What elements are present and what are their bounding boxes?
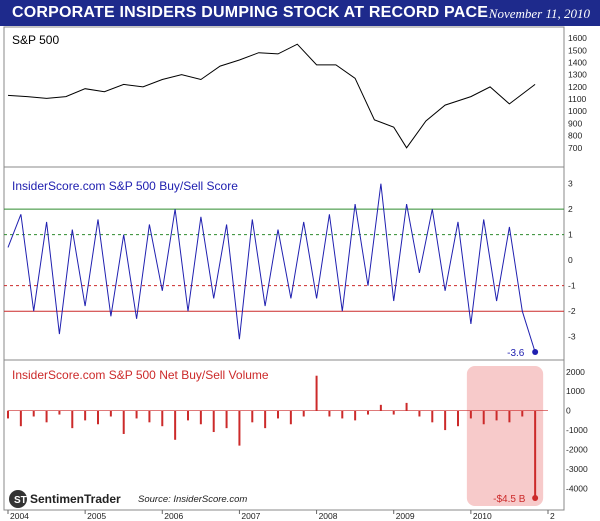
volume-bar [495, 410, 498, 421]
volume-bar [45, 410, 48, 423]
x-axis-label: 2010 [473, 511, 492, 521]
volume-endpoint [532, 495, 539, 502]
score-ytick: 0 [568, 255, 573, 265]
sp500-ytick: 700 [568, 143, 582, 153]
volume-bar [405, 402, 408, 411]
volume-bar [354, 410, 357, 421]
volume-bar [277, 410, 279, 419]
volume-bar [212, 410, 215, 433]
volume-bar [469, 410, 472, 419]
volume-ytick: -1000 [566, 425, 588, 435]
sp500-panel [3, 26, 565, 168]
x-axis-label: 2 [550, 511, 555, 521]
volume-bar [84, 410, 87, 421]
volume-highlight [466, 366, 544, 506]
logo-mark [9, 490, 27, 508]
svg-text:ST: ST [14, 495, 27, 506]
volume-ytick: 2000 [566, 367, 585, 377]
volume-bar [431, 410, 434, 423]
sp500-ytick: 1200 [568, 82, 587, 92]
score-ytick: -1 [568, 281, 576, 291]
volume-bar [187, 410, 189, 421]
volume-ytick: 0 [566, 406, 571, 416]
volume-bar [302, 410, 305, 417]
volume-bar [148, 410, 151, 423]
x-axis-label: 2006 [164, 511, 183, 521]
volume-bar [161, 410, 164, 427]
score-ytick: 3 [568, 179, 573, 189]
score-title: InsiderScore.com S&P 500 Buy/Sell Score [12, 179, 238, 193]
score-ytick: -3 [568, 332, 576, 342]
volume-bar [328, 410, 331, 417]
volume-bar [289, 410, 292, 425]
score-ytick: 2 [568, 204, 573, 214]
sp500-ytick: 1500 [568, 45, 587, 55]
sentimentrader-logo: ST SentimenTrader [9, 490, 121, 508]
volume-bar [508, 410, 511, 423]
x-axis-label: 2009 [396, 511, 415, 521]
volume-bar [19, 410, 22, 427]
volume-bar [225, 410, 228, 429]
volume-ytick: -2000 [566, 445, 588, 455]
source-text: Source: InsiderScore.com [138, 494, 247, 505]
volume-bar [122, 410, 125, 434]
sp500-line [7, 43, 536, 149]
volume-bar [457, 410, 459, 427]
volume-bar [341, 410, 344, 419]
x-axis-label: 2008 [319, 511, 338, 521]
sp500-ytick: 1000 [568, 106, 587, 116]
volume-bar [32, 410, 35, 417]
volume-ytick: 1000 [566, 386, 585, 396]
volume-bar [251, 410, 254, 423]
volume-bar [315, 375, 318, 411]
volume-bar [97, 410, 99, 425]
volume-bar [109, 410, 112, 417]
sp500-ytick: 1400 [568, 57, 587, 67]
volume-bar [199, 410, 202, 425]
score-ytick: 1 [568, 230, 573, 240]
volume-bar [418, 410, 421, 417]
title-bar: CORPORATE INSIDERS DUMPING STOCK AT RECO… [0, 0, 600, 26]
sp500-ytick: 900 [568, 118, 582, 128]
x-axis-label: 2007 [241, 511, 260, 521]
volume-bar [534, 410, 537, 499]
volume-bar [135, 410, 138, 419]
volume-bar [264, 410, 267, 429]
volume-bar [482, 410, 485, 425]
volume-bar [174, 410, 177, 440]
x-axis-label: 2004 [10, 511, 29, 521]
sp500-ytick: 1100 [568, 94, 587, 104]
volume-bar [444, 410, 447, 431]
volume-ytick: -4000 [566, 483, 588, 493]
chart-title: CORPORATE INSIDERS DUMPING STOCK AT RECO… [12, 4, 489, 21]
logo-text: SentimenTrader [30, 492, 121, 506]
score-annotation: -3.6 [507, 348, 525, 359]
volume-title: InsiderScore.com S&P 500 Net Buy/Sell Vo… [12, 368, 269, 382]
sp500-ytick: 1600 [568, 33, 587, 43]
chart-date: November 11, 2010 [488, 6, 590, 21]
volume-bar [392, 410, 395, 415]
sp500-ytick: 800 [568, 131, 582, 141]
score-line [7, 183, 536, 353]
volume-bar [238, 410, 241, 446]
volume-annotation: -$4.5 B [493, 494, 526, 505]
volume-bar [7, 410, 9, 419]
volume-bar [58, 410, 61, 415]
volume-bar [71, 410, 74, 429]
sp500-title: S&P 500 [12, 33, 59, 47]
score-endpoint [532, 349, 539, 355]
volume-bar [379, 404, 382, 411]
x-axis-label: 2005 [87, 511, 106, 521]
volume-bar [367, 410, 369, 415]
volume-bar [521, 410, 524, 417]
volume-ytick: -3000 [566, 464, 588, 474]
score-ytick: -2 [568, 306, 576, 316]
sp500-ytick: 1300 [568, 70, 587, 80]
